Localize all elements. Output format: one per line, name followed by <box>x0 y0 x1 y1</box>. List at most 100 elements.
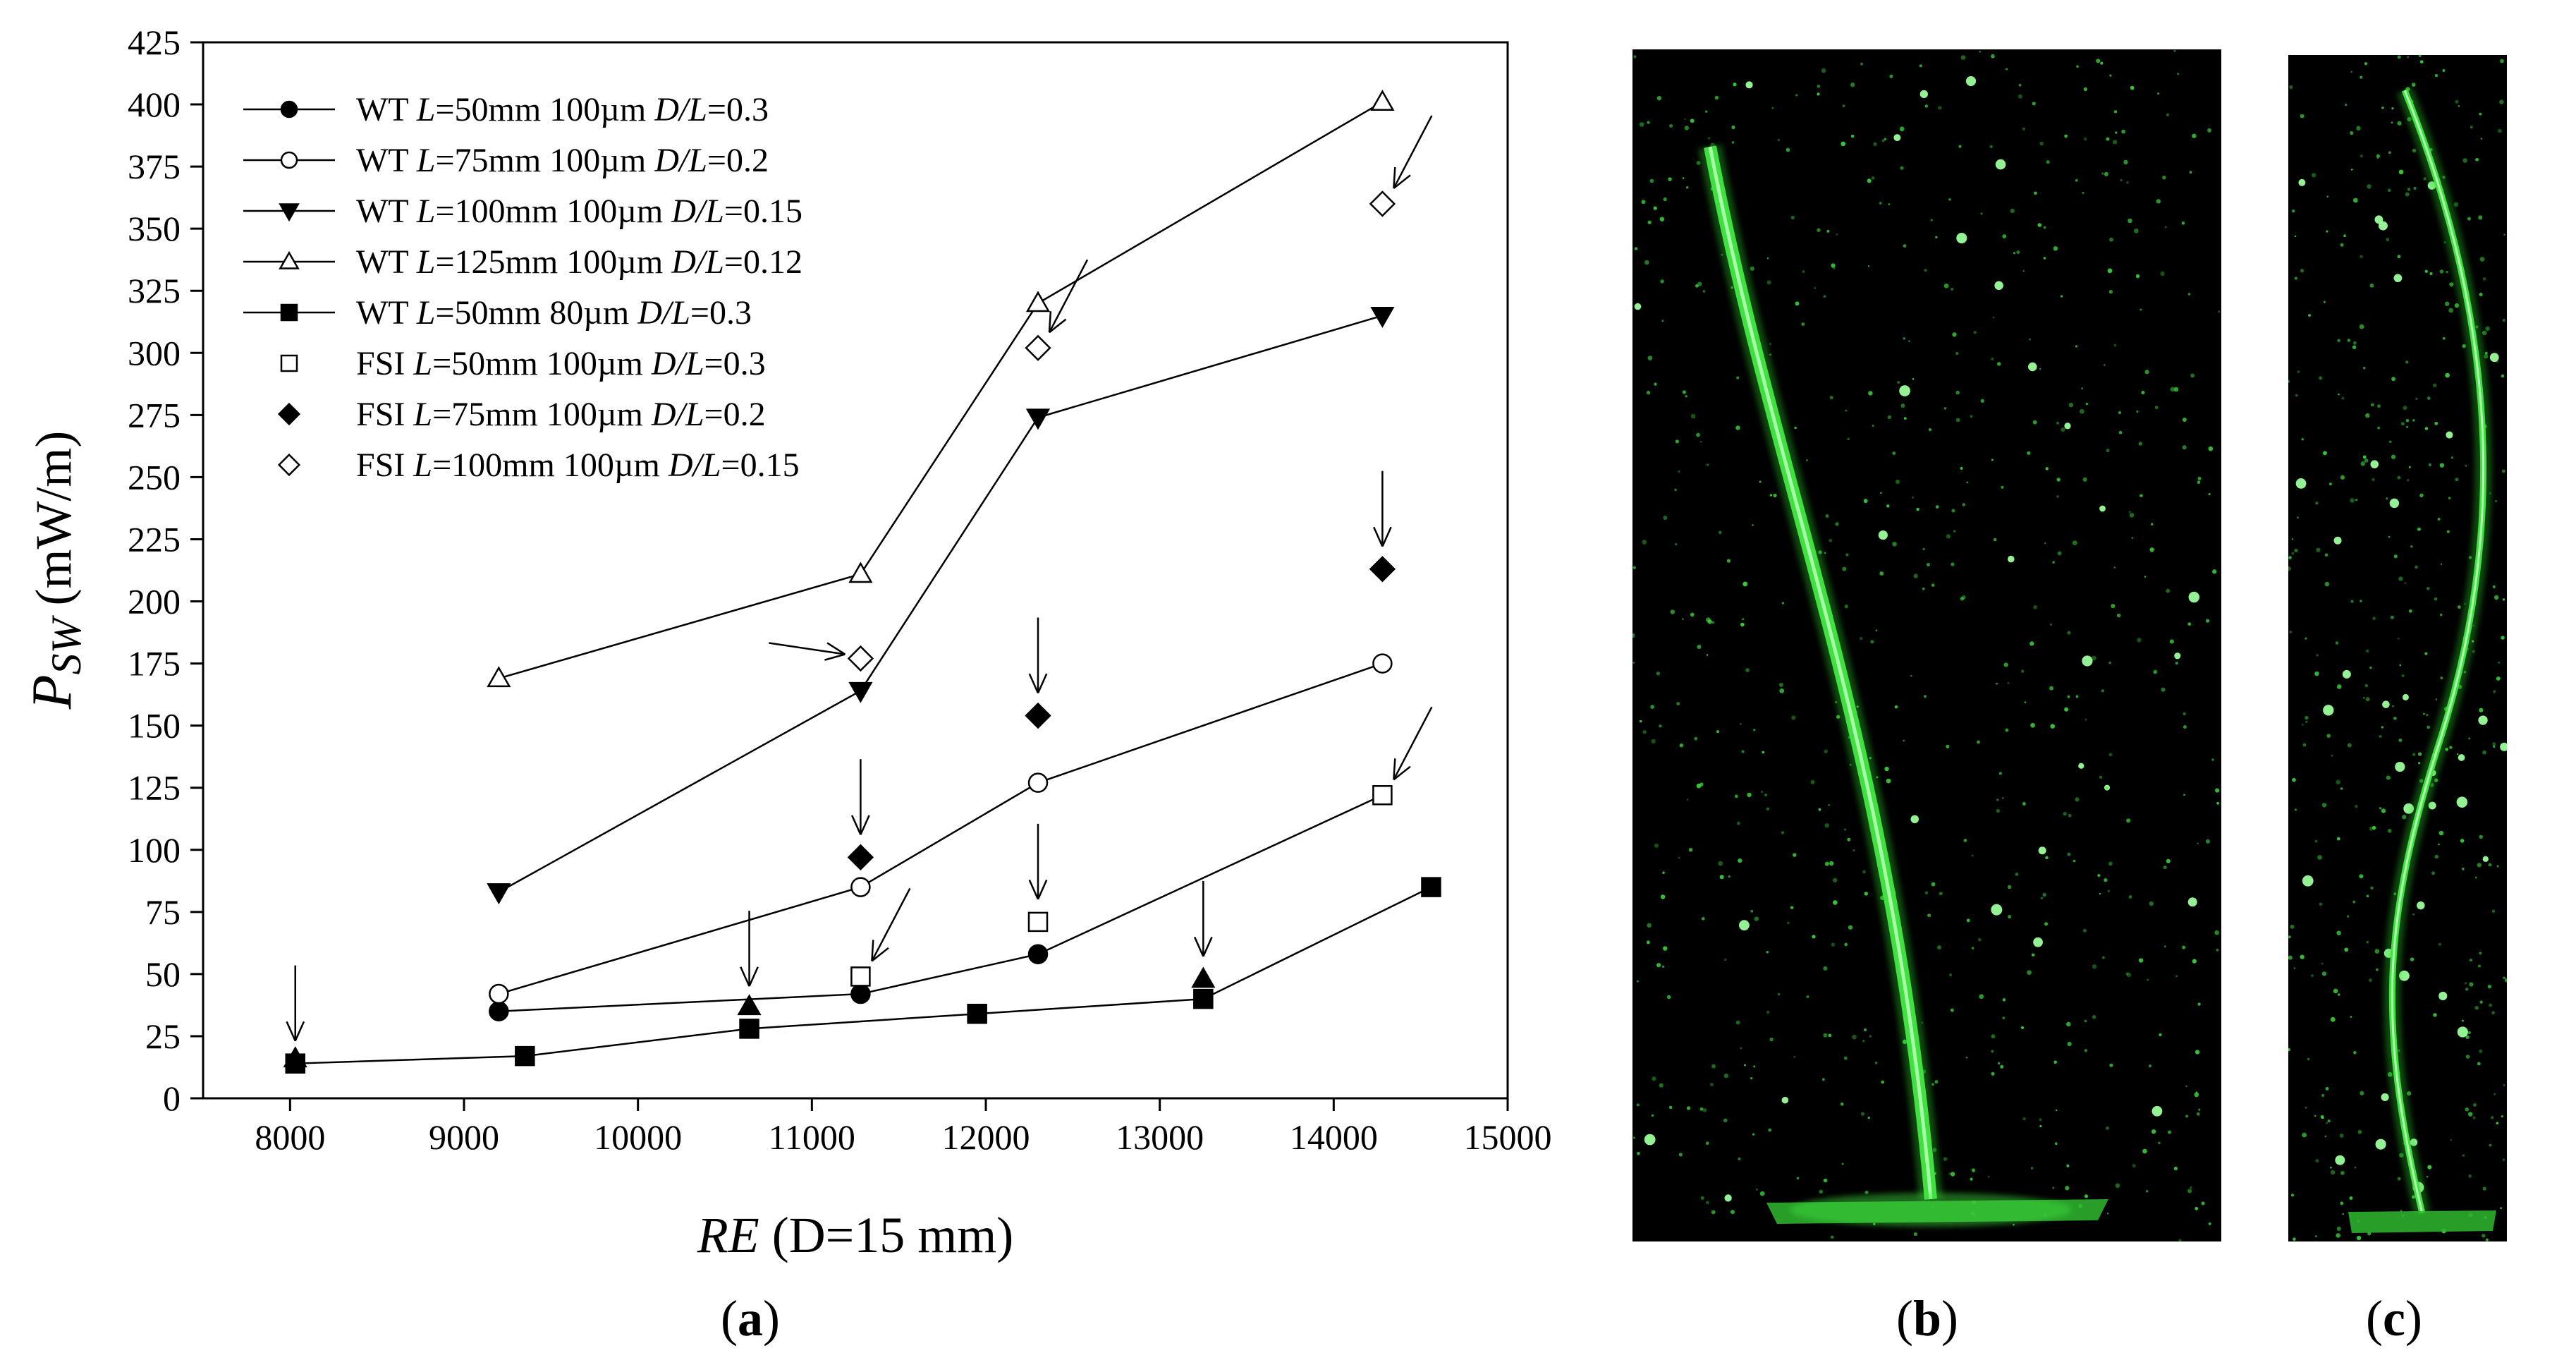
particles-c-dot <box>2290 924 2295 929</box>
particles-c-dot <box>2350 169 2353 171</box>
particles-b-dot <box>2002 998 2006 1002</box>
particles-b-dot <box>2001 485 2004 489</box>
particles-c-dot <box>2392 705 2394 708</box>
particles-c-dot <box>2372 617 2376 621</box>
particles-c-dot <box>2314 1115 2316 1117</box>
particles-b-dot <box>1867 178 1872 183</box>
particles-b-dot <box>1777 138 1781 142</box>
particles-c-dot <box>2353 1051 2357 1055</box>
legend-item-3: WT L=125mm 100µm D/L=0.12 <box>243 243 802 281</box>
particles-b-dot <box>1913 573 1918 578</box>
particles-b-dot <box>1860 636 1863 640</box>
particles-b-dot <box>2101 689 2104 693</box>
particles-c-dot <box>2370 403 2374 407</box>
particles-b-dot <box>1991 54 1995 59</box>
particles-b-dot <box>1965 1056 1968 1059</box>
particles-b-dot <box>1702 290 1706 293</box>
particles-b-dot <box>1639 122 1644 127</box>
series-5-point-1 <box>1027 911 1049 933</box>
particles-b-dot <box>1847 837 1851 842</box>
particles-c-dot <box>2294 808 2297 811</box>
particles-c-dot <box>2375 968 2379 971</box>
particles-c-dot <box>2427 725 2430 729</box>
particles-b-dot <box>1707 137 1711 140</box>
particles-b-dot <box>1955 351 1959 355</box>
series-0-line <box>499 794 1383 1012</box>
particles-c-dot <box>2391 454 2396 459</box>
particles-b-dot <box>2188 591 2200 603</box>
particles-c-dot <box>2295 394 2298 397</box>
particles-b-dot <box>2052 1186 2055 1189</box>
particles-c-dot <box>2289 85 2293 90</box>
particles-c-dot <box>2308 314 2311 317</box>
particles-b-dot <box>1823 1033 1828 1038</box>
particles-b-dot <box>1845 553 1849 557</box>
particles-c-dot <box>2352 341 2357 345</box>
legend-label-5: FSI L=50mm 100µm D/L=0.3 <box>356 345 766 382</box>
particles-c-dot <box>2370 460 2379 468</box>
y-axis-title-main: P <box>21 675 83 710</box>
particles-b-dot <box>2182 945 2186 949</box>
particles-b-dot <box>1711 621 1715 624</box>
particles-b-dot <box>2076 65 2079 68</box>
particles-c-dot <box>2442 336 2446 340</box>
particles-b-dot <box>2128 218 2132 224</box>
particles-b-dot <box>2006 68 2008 71</box>
particles-b-dot <box>2075 178 2078 182</box>
particles-b-dot <box>1931 583 1935 587</box>
particles-c-dot <box>2360 600 2362 602</box>
particles-b-dot <box>2151 1105 2163 1117</box>
series-layer <box>283 90 1441 1074</box>
particles-c-dot <box>2417 901 2425 910</box>
particles-b-dot <box>2136 411 2139 413</box>
particles-c-dot <box>2482 1234 2486 1238</box>
particles-b-dot <box>1970 1177 1973 1181</box>
particles-b-dot <box>2109 1063 2113 1067</box>
particles-b-dot <box>1735 1020 1740 1025</box>
particles-b-dot <box>1734 794 1738 799</box>
particles-c-dot <box>2500 742 2507 751</box>
particles-b-dot <box>2166 588 2171 593</box>
particles-b-dot <box>2081 387 2084 390</box>
plot-frame <box>202 41 1509 1100</box>
particles-b-dot <box>2082 928 2087 933</box>
particles-c-dot <box>2302 875 2314 887</box>
legend-item-7: FSI L=100mm 100µm D/L=0.15 <box>277 447 800 484</box>
particles-b-dot <box>2170 387 2175 392</box>
particles-b-dot <box>2022 269 2025 272</box>
particles-c-dot <box>2400 422 2405 426</box>
particles-c-dot <box>2350 71 2352 73</box>
particles-c-dot <box>2315 501 2319 505</box>
particles-c-dot <box>2446 431 2453 439</box>
particles-c-dot <box>2405 360 2409 364</box>
particles-b-dot <box>1769 1037 1774 1042</box>
particles-c-dot <box>2356 126 2361 131</box>
particles-c-dot <box>2405 418 2410 423</box>
particles-c-dot <box>2427 1165 2432 1170</box>
particles-b-dot <box>2084 1194 2089 1198</box>
particles-b-dot <box>1781 602 1785 605</box>
particles-c-dot <box>2472 1116 2476 1119</box>
particles-c-dot <box>2307 1057 2310 1061</box>
y-tick-label-200: 200 <box>128 582 181 621</box>
particles-c-dot <box>2400 1210 2403 1212</box>
particles-b-dot <box>1647 220 1652 224</box>
particles-b-dot <box>2183 724 2187 729</box>
particles-c-dot <box>2474 876 2477 879</box>
particles-b-dot <box>1966 481 1969 484</box>
particles-c-dot <box>2350 498 2355 503</box>
particles-b-dot <box>2161 687 2166 692</box>
particles-b-dot <box>2050 724 2056 729</box>
particles-b-dot <box>1688 847 1693 852</box>
particles-b-dot <box>2002 1016 2006 1019</box>
particles-c-dot <box>2417 527 2421 531</box>
particles-c-dot <box>2455 478 2459 482</box>
particles-b-dot <box>1650 705 1655 709</box>
particles-b-dot <box>2131 537 2134 539</box>
particles-b-dot <box>1844 828 1847 831</box>
particles-b-dot <box>1795 94 1798 97</box>
particles-b-dot <box>2197 1002 2201 1006</box>
particles-b-dot <box>1852 1034 1857 1040</box>
particles-b-dot <box>1871 176 1875 180</box>
particles-c-dot <box>2402 693 2409 701</box>
